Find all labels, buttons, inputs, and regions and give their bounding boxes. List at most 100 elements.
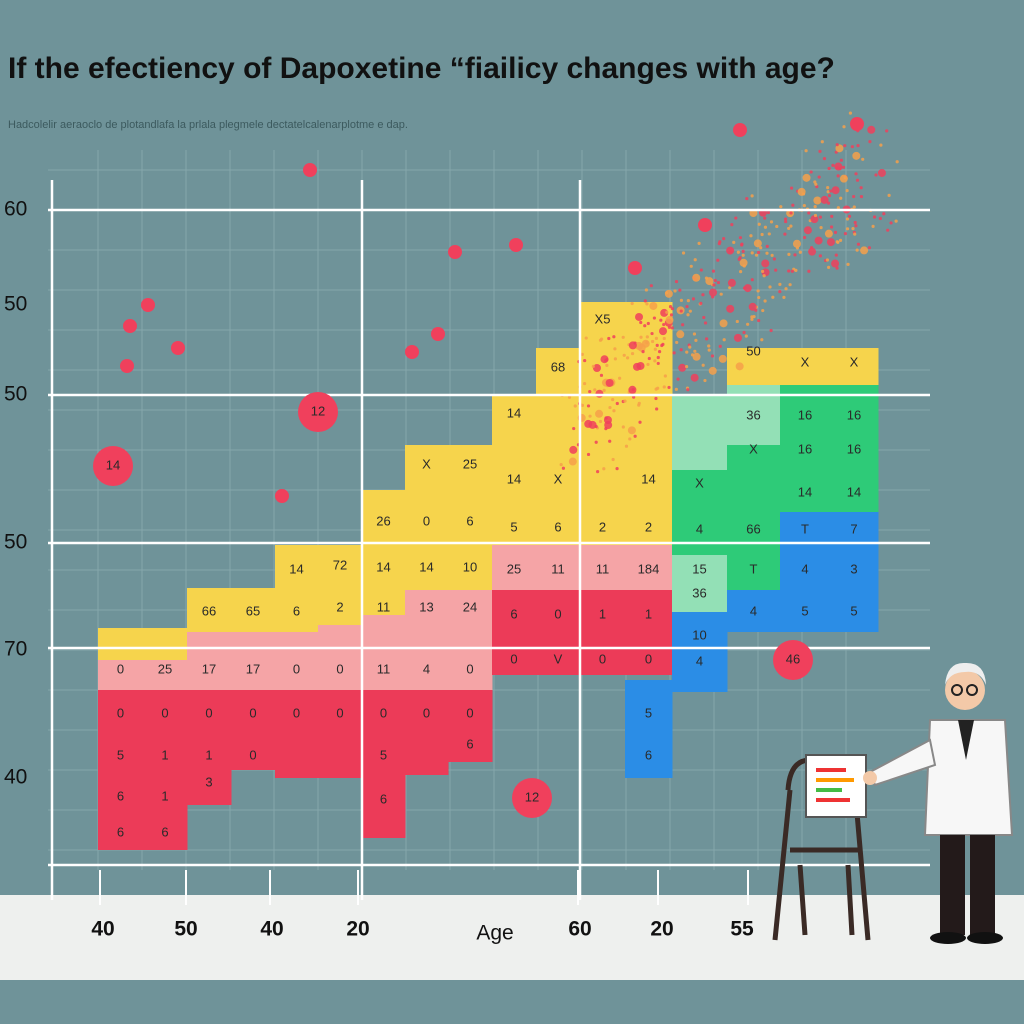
bubble — [93, 446, 133, 486]
cell-label: 3 — [850, 561, 857, 576]
dot — [634, 341, 643, 350]
dot — [834, 253, 838, 257]
dot — [741, 249, 745, 254]
dot — [761, 259, 770, 268]
dot — [861, 157, 865, 161]
dot — [818, 149, 822, 153]
dot — [871, 224, 875, 228]
dot — [782, 295, 786, 299]
dot — [877, 168, 886, 177]
dot — [852, 205, 856, 209]
cell — [231, 690, 276, 770]
dot — [726, 304, 735, 313]
dot — [431, 327, 445, 341]
dot — [845, 217, 850, 221]
dot — [586, 452, 591, 457]
cell-label: X — [554, 471, 563, 486]
dot — [674, 280, 679, 284]
cell-label: 16 — [847, 441, 861, 456]
dot — [859, 195, 864, 199]
cell-label: 24 — [463, 599, 477, 614]
cell-label: 68 — [551, 359, 565, 374]
dot — [584, 336, 588, 340]
cell — [448, 690, 493, 762]
dot — [630, 351, 635, 356]
dot — [665, 310, 669, 314]
dot — [818, 254, 822, 258]
dot — [649, 301, 658, 310]
dot — [596, 470, 600, 474]
dot — [679, 298, 684, 302]
cell-label: 1 — [161, 747, 168, 762]
dot — [770, 253, 774, 257]
cell-label: 184 — [638, 561, 660, 576]
title: If the efectiency of Dapoxetine “fiailic… — [8, 52, 835, 85]
dot — [830, 214, 834, 218]
dot — [853, 220, 857, 225]
dot — [569, 445, 578, 454]
dot — [846, 262, 850, 266]
dot — [659, 318, 663, 322]
dot — [705, 337, 709, 341]
dot — [685, 350, 689, 354]
dot — [784, 219, 788, 224]
dot — [644, 288, 648, 292]
dot — [650, 331, 654, 336]
cell-label: 4 — [801, 561, 808, 576]
cell-label: 4 — [750, 603, 757, 618]
dot — [171, 341, 185, 355]
dot — [761, 308, 765, 313]
dot — [894, 219, 898, 223]
dot — [795, 246, 800, 250]
dot — [843, 231, 848, 236]
x-label: 55 — [730, 918, 754, 941]
dot — [630, 301, 634, 306]
cell-label: 14 — [507, 405, 521, 420]
dot — [652, 316, 657, 320]
cell-label: 14 — [507, 471, 521, 486]
dot — [667, 325, 672, 329]
dot — [804, 149, 808, 153]
dot — [778, 290, 782, 294]
dot — [744, 334, 748, 338]
dot — [653, 347, 657, 351]
dot — [607, 336, 611, 341]
cell-label: 17 — [202, 661, 216, 676]
dot — [750, 251, 754, 255]
dot — [827, 166, 831, 171]
cell — [448, 590, 493, 690]
cell-label: 5 — [117, 747, 124, 762]
dot — [613, 357, 617, 361]
dot — [599, 373, 604, 377]
x-label: 40 — [91, 918, 114, 941]
dot — [595, 389, 604, 398]
cell-label: 65 — [246, 603, 260, 618]
dot — [448, 245, 462, 259]
cell-label: 6 — [161, 824, 168, 839]
dot — [885, 129, 889, 133]
dot — [672, 351, 676, 355]
dot — [643, 324, 647, 328]
dot — [686, 313, 690, 317]
dot — [678, 363, 687, 372]
dot — [722, 338, 726, 342]
cell — [492, 395, 537, 545]
cell — [448, 445, 493, 590]
dot — [829, 189, 833, 193]
cell-label: 0 — [205, 705, 212, 720]
cell-label: 15 — [692, 561, 706, 576]
cell-label: 1 — [645, 606, 652, 621]
cell-label: 2 — [645, 519, 652, 534]
cell-label: 5 — [645, 705, 652, 720]
dot — [662, 322, 666, 327]
cell — [830, 348, 879, 385]
dot — [783, 232, 787, 236]
dot — [654, 387, 658, 391]
cell — [580, 545, 626, 590]
cell — [830, 385, 879, 512]
cell — [625, 680, 673, 778]
dot — [867, 125, 876, 134]
dot — [692, 332, 697, 336]
cell — [672, 395, 728, 470]
